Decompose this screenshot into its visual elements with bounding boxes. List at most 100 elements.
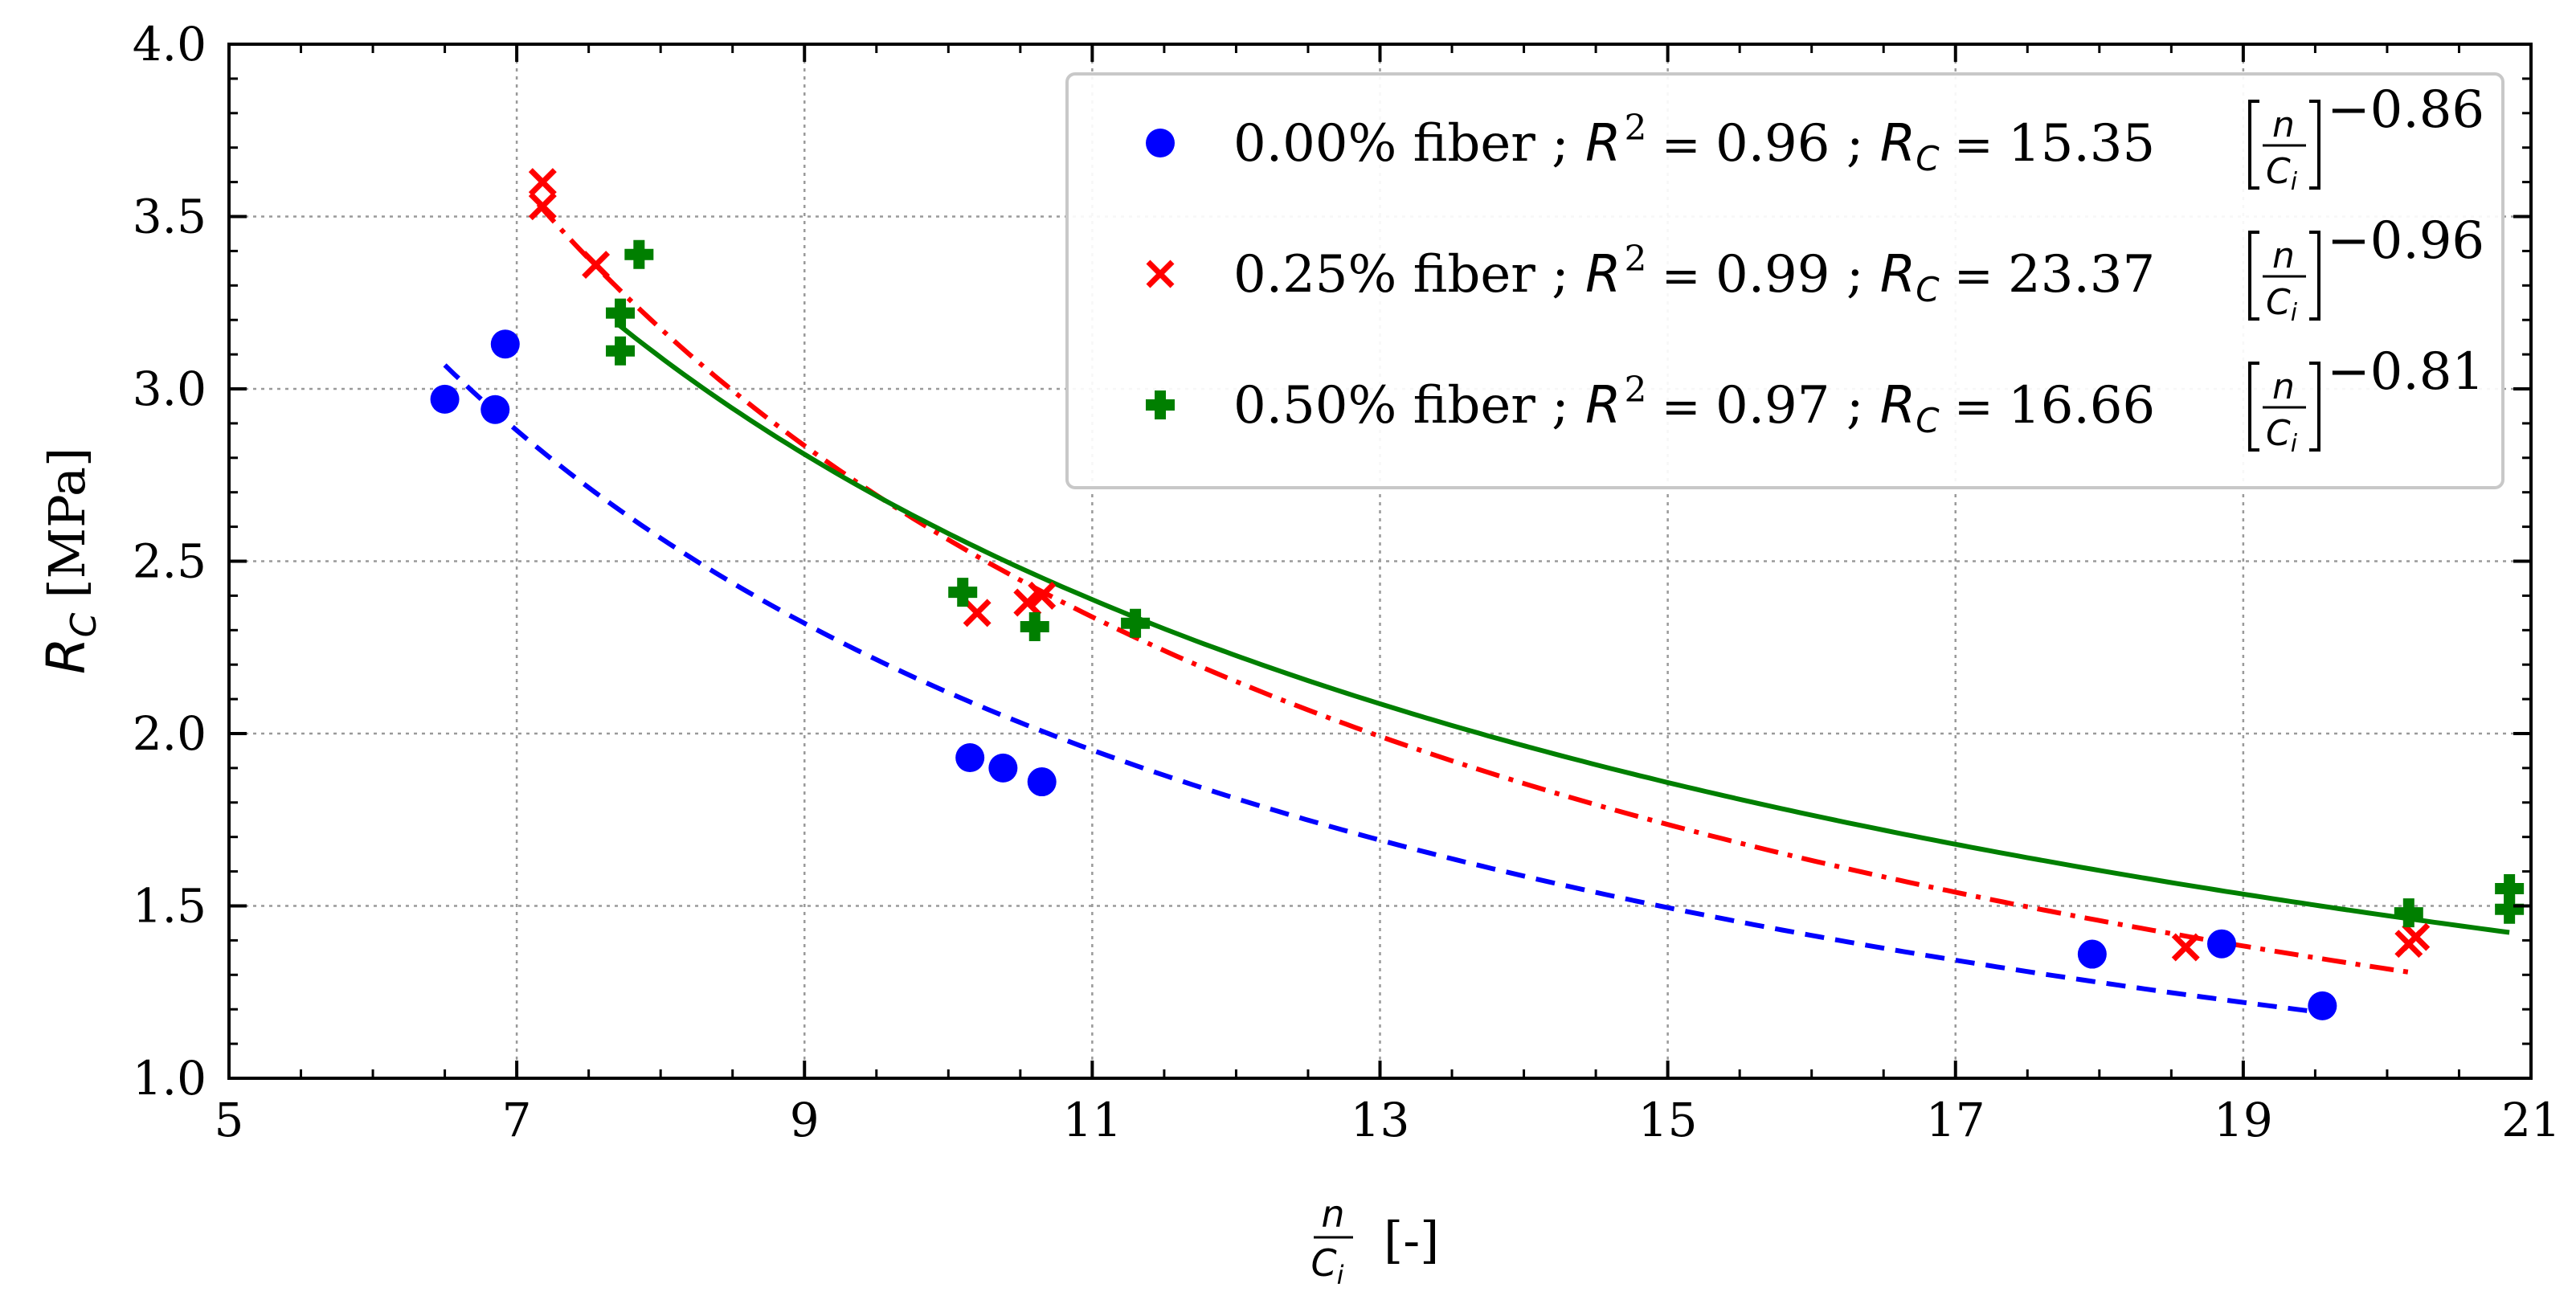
data-point-series-3 [624,239,654,269]
data-point-series-1 [430,384,460,414]
legend-fraction-numerator: n [2272,366,2295,407]
data-point-series-2 [1028,581,1057,610]
legend-coefficient: 16.66 [2008,376,2155,435]
legend-box [1065,72,2504,489]
data-point-series-1 [2308,991,2337,1020]
svg-text:RC[MPa]: RC [MPa] [35,448,104,674]
data-point-series-3 [1121,608,1151,638]
x-tick-label: 9 [790,1093,820,1147]
legend-exponent: −0.81 [2327,342,2484,402]
x-tick-label: 11 [1062,1093,1122,1147]
y-tick-label: 3.0 [133,362,206,416]
fit-curve-2 [536,202,2417,976]
y-tick-label: 2.5 [133,534,206,589]
y-tick-label: 2.0 [133,706,206,761]
legend-bracket [2309,100,2320,190]
y-axis-title: RC [MPa] [35,448,104,674]
legend-coefficient: 23.37 [2008,245,2155,305]
legend-bracket [2248,231,2259,321]
data-point-series-1 [988,753,1018,783]
fit-curves [443,202,2510,1015]
legend-bracket [2248,362,2259,452]
data-point-series-3 [2394,898,2423,928]
legend-r2-symbol: R [1585,114,1621,174]
y-tick-label: 1.0 [133,1051,206,1106]
data-point-series-1 [2207,929,2237,959]
data-point-series-3 [948,578,978,607]
y-tick-label: 3.5 [133,190,206,244]
data-point-series-3 [606,336,636,366]
data-point-series-1 [480,394,510,424]
x-tick-label: 19 [2214,1093,2273,1147]
legend-series-name: 0.50% fiber [1233,376,1535,435]
data-point-series-2 [528,192,557,221]
data-point-series-1 [490,329,520,359]
legend-fraction-denominator: Ci [2266,151,2298,196]
y-tick-label: 4.0 [133,17,206,72]
data-point-series-2 [2171,933,2200,962]
legend-exponent: −0.96 [2327,211,2484,271]
legend-entry-3: 0.50% fiber ; R2 = 0.97 ; RC = 16.66 n Ci−… [1146,342,2484,458]
legend-r2-value: 0.97 [1715,376,1830,435]
data-point-series-1 [1027,767,1057,797]
legend-fraction-numerator: n [2272,235,2295,276]
legend-r2-symbol: R [1585,245,1621,305]
x-axis-denominator: C [1310,1241,1336,1285]
legend-bracket [2248,100,2259,190]
y-tick-label: 1.5 [133,879,206,934]
legend-label-1: 0.00% fiber ; R2 = 0.96 ; RC = 15.35 [1233,108,2155,178]
data-point-series-2 [963,599,992,628]
legend-series-name: 0.25% fiber [1233,245,1535,305]
data-point-series-3 [2495,894,2525,924]
x-tick-label: 7 [502,1093,532,1147]
data-point-series-3 [2495,874,2525,904]
legend-r2-value: 0.96 [1715,114,1830,174]
legend-label-2: 0.25% fiber ; R2 = 0.99 ; RC = 23.37 [1233,239,2155,309]
legend-marker-2 [1146,260,1175,288]
y-axis-symbol: R [35,637,97,674]
legend-marker-3 [1146,390,1175,419]
x-tick-label: 21 [2501,1093,2561,1147]
legend-entry-1: 0.00% fiber ; R2 = 0.96 ; RC = 15.35 n Ci−… [1146,80,2484,196]
legend: 0.00% fiber ; R2 = 0.96 ; RC = 15.35 nCi−… [1065,72,2504,489]
legend-rc-symbol: R [1880,376,1916,435]
axis-tick-labels: 5 7 9 11 13 15 17 19 21 1.0 1.5 2.0 2.5 3.0 3.5 4.0 [133,17,2561,1147]
legend-marker-1 [1146,129,1175,157]
data-point-series-1 [955,743,985,773]
legend-fraction-denominator: Ci [2266,282,2298,327]
data-point-series-2 [582,251,611,280]
legend-series-name: 0.00% fiber [1233,114,1535,174]
data-point-series-3 [606,298,636,328]
legend-fraction-numerator: n [2272,104,2295,145]
data-points [430,168,2525,1020]
data-point-series-2 [528,168,557,197]
data-point-series-2 [2402,922,2431,951]
legend-rc-symbol: R [1880,245,1916,305]
x-axis-unit: [-] [1384,1211,1439,1269]
data-point-series-3 [1020,612,1049,642]
legend-r2-value: 0.99 [1715,245,1830,305]
x-tick-label: 5 [215,1093,244,1147]
data-point-series-1 [2077,939,2107,969]
legend-fraction-denominator: Ci [2266,413,2298,458]
legend-bracket [2309,231,2320,321]
svg-text:Ci: Ci [1310,1241,1343,1290]
legend-bracket [2309,362,2320,452]
legend-r2-symbol: R [1585,376,1621,435]
legend-coefficient: 15.35 [2008,114,2155,174]
x-tick-label: 17 [1926,1093,1985,1147]
legend-rc-symbol: R [1880,114,1916,174]
data-point-series-2 [1013,588,1042,617]
legend-label-3: 0.50% fiber ; R2 = 0.97 ; RC = 16.66 [1233,370,2155,440]
x-axis-title: n Ci [-] [1310,1192,1439,1290]
x-axis-denominator-subscript: i [1337,1260,1344,1290]
y-axis-unit: [MPa] [38,448,96,599]
y-axis-subscript: C [63,612,104,637]
x-tick-label: 15 [1638,1093,1698,1147]
legend-entry-2: 0.25% fiber ; R2 = 0.99 ; RC = 23.37 n Ci−… [1146,211,2484,327]
legend-exponent: −0.86 [2327,80,2484,140]
fit-curve-3 [615,321,2510,935]
fit-curve-1 [443,363,2316,1015]
x-axis-numerator: n [1321,1192,1344,1236]
